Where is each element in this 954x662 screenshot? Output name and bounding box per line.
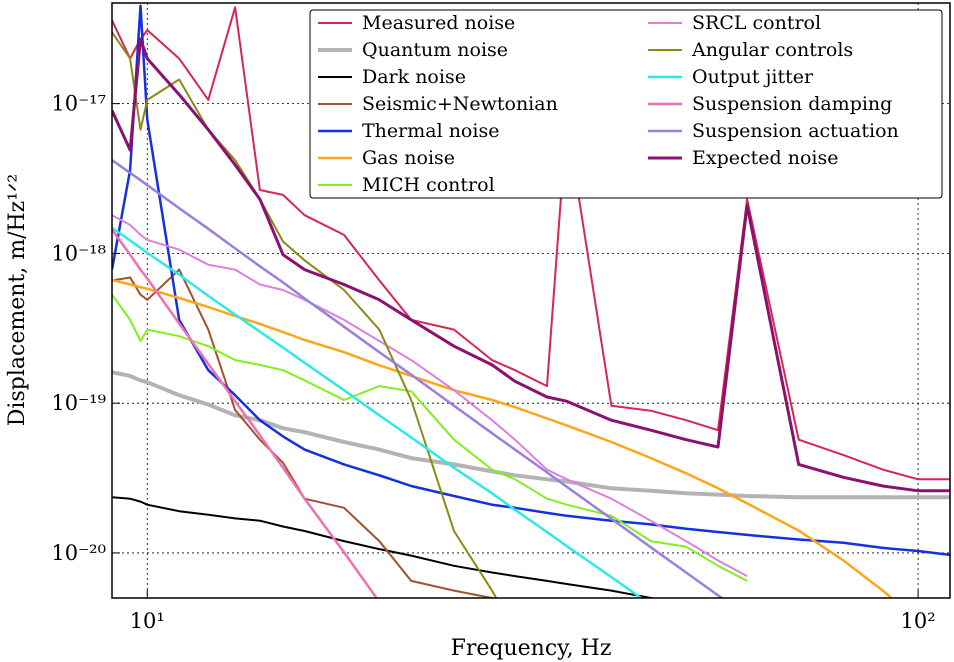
plot-frame bbox=[111, 2, 951, 599]
x-tick-label: 10¹ bbox=[130, 609, 165, 633]
y-tick-label: 10⁻¹⁸ bbox=[51, 241, 106, 265]
legend-label: Expected noise bbox=[692, 147, 838, 169]
series-line bbox=[112, 159, 724, 598]
series-line bbox=[112, 6, 950, 481]
x-tick-label: 10² bbox=[901, 609, 936, 633]
legend-label: Output jitter bbox=[692, 66, 814, 88]
series-line bbox=[112, 226, 644, 598]
legend-label: Suspension damping bbox=[692, 93, 892, 115]
legend: Measured noise Quantum noise Dark noise Sei… bbox=[309, 9, 943, 199]
legend-label: Thermal noise bbox=[362, 120, 499, 142]
plot-lines bbox=[112, 4, 950, 598]
legend-label: Measured noise bbox=[362, 12, 515, 34]
y-tick-label: 10⁻¹⁹ bbox=[51, 391, 106, 415]
series-line bbox=[112, 228, 378, 598]
y-tick-label: 10⁻¹⁷ bbox=[51, 92, 106, 116]
legend-label: Suspension actuation bbox=[692, 120, 899, 142]
series-line bbox=[112, 370, 950, 500]
x-axis-label: Frequency, Hz bbox=[451, 636, 612, 661]
y-axis-label: Displacement, m/Hz¹ᐟ² bbox=[5, 174, 30, 426]
y-tick-label: 10⁻²⁰ bbox=[51, 541, 106, 565]
legend-label: Quantum noise bbox=[362, 39, 508, 61]
series-line bbox=[112, 278, 894, 598]
series-line bbox=[112, 31, 498, 598]
series-line bbox=[112, 294, 748, 582]
series-line bbox=[112, 496, 658, 598]
series-line bbox=[112, 214, 748, 577]
legend-box bbox=[309, 9, 943, 199]
legend-label: Seismic+Newtonian bbox=[362, 93, 558, 115]
series-line bbox=[112, 37, 950, 493]
legend-label: SRCL control bbox=[692, 12, 821, 34]
legend-label: Dark noise bbox=[362, 66, 466, 88]
legend-label: Gas noise bbox=[362, 147, 455, 169]
legend-label: MICH control bbox=[362, 174, 495, 196]
series-line bbox=[112, 268, 496, 598]
legend-label: Angular controls bbox=[691, 39, 853, 61]
ticks: 10¹ 10² 10⁻²⁰ 10⁻¹⁹ 10⁻¹⁸ 10⁻¹⁷ bbox=[51, 92, 935, 633]
